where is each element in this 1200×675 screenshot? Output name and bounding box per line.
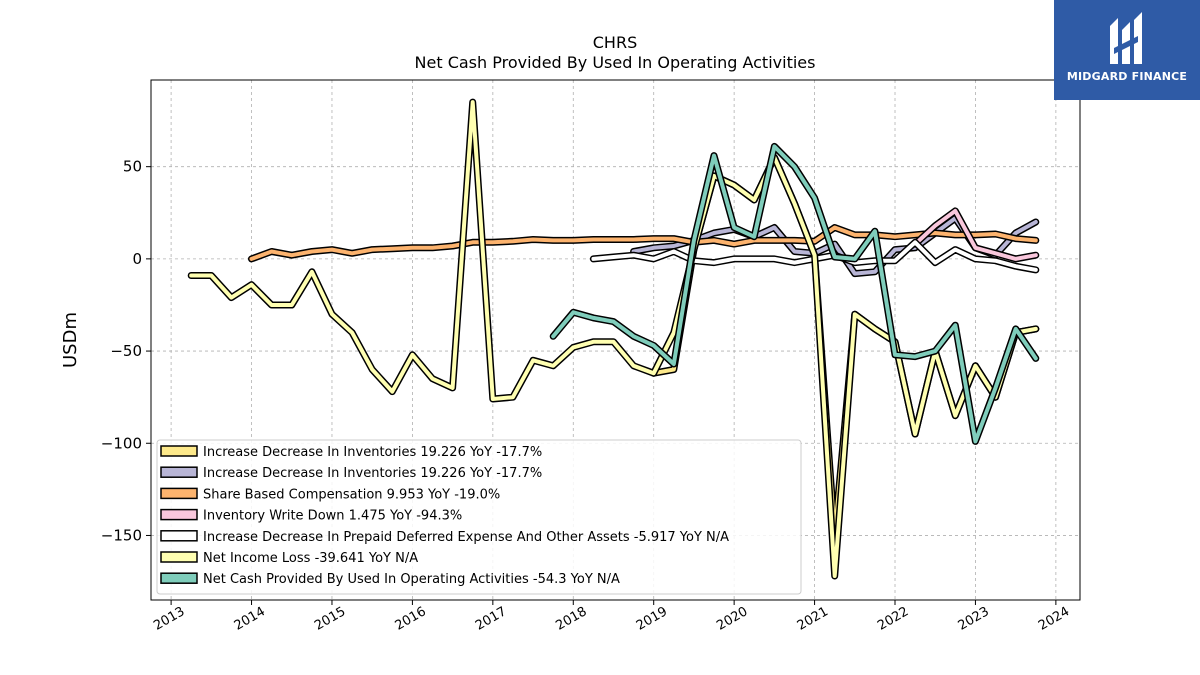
logo-brand-text: MIDGARD FINANCE [1066,70,1188,83]
legend-swatch [160,572,198,584]
legend-label: Increase Decrease In Inventories 19.226 … [203,445,542,460]
chart-subtitle: Net Cash Provided By Used In Operating A… [415,53,816,72]
legend-item: Net Cash Provided By Used In Operating A… [160,572,620,587]
legend-swatch [160,551,198,563]
x-tick-label: 2024 [1036,604,1072,634]
midgard-finance-logo: MIDGARD FINANCE [1054,0,1200,100]
x-tick-label: 2018 [553,604,589,634]
legend-item: Share Based Compensation 9.953 YoY -19.0… [160,487,500,502]
y-tick-label: −100 [101,434,142,452]
x-tick-label: 2019 [634,604,670,634]
legend-item: Net Income Loss -39.641 YoY N/A [160,551,418,566]
legend-box [156,439,802,595]
y-tick-label: 0 [132,250,142,268]
legend-label: Inventory Write Down 1.475 YoY -94.3% [203,509,462,524]
legend-item: Increase Decrease In Prepaid Deferred Ex… [160,530,729,545]
x-tick-label: 2021 [795,604,831,634]
legend-swatch [160,445,198,457]
series-layer [187,98,1040,580]
series-stroke [551,144,1038,444]
plot-frame [150,79,1081,601]
x-tick-label: 2020 [714,604,750,634]
x-tick-label: 2013 [151,604,187,634]
legend-label: Share Based Compensation 9.953 YoY -19.0… [203,487,500,502]
series-stroke [913,208,1038,261]
x-tick-label: 2023 [956,604,992,634]
legend-item: Inventory Write Down 1.475 YoY -94.3% [160,508,462,524]
series-line-4 [911,207,1040,263]
legend-label: Increase Decrease In Prepaid Deferred Ex… [203,530,729,545]
legend: Increase Decrease In Inventories 19.226 … [156,439,802,595]
y-tick-label: 50 [123,158,142,176]
legend-label: Net Cash Provided By Used In Operating A… [203,572,620,587]
legend-swatch [160,530,198,542]
y-axis-label: USDm [60,312,81,368]
legend-swatch [160,508,198,521]
legend-item: Increase Decrease In Inventories 19.226 … [160,466,542,481]
x-tick-label: 2017 [473,604,509,634]
series-line-3 [248,224,1040,263]
legend-label: Net Income Loss -39.641 YoY N/A [203,551,418,566]
legend-swatch [160,487,198,500]
y-tick-label: −150 [101,526,142,544]
x-tick-label: 2015 [312,604,348,634]
x-tick-label: 2016 [393,604,429,634]
chart-title: CHRS [593,33,637,52]
y-tick-label: −50 [110,342,142,360]
legend-item: Increase Decrease In Inventories 19.226 … [160,445,542,460]
x-tick-label: 2022 [875,604,911,634]
logo-mark-icon [1110,12,1142,64]
series-line-7 [549,142,1040,445]
legend-label: Increase Decrease In Inventories 19.226 … [203,466,542,481]
legend-swatch [160,466,198,478]
x-tick-label: 2014 [232,604,268,634]
series-stroke [249,225,1038,261]
